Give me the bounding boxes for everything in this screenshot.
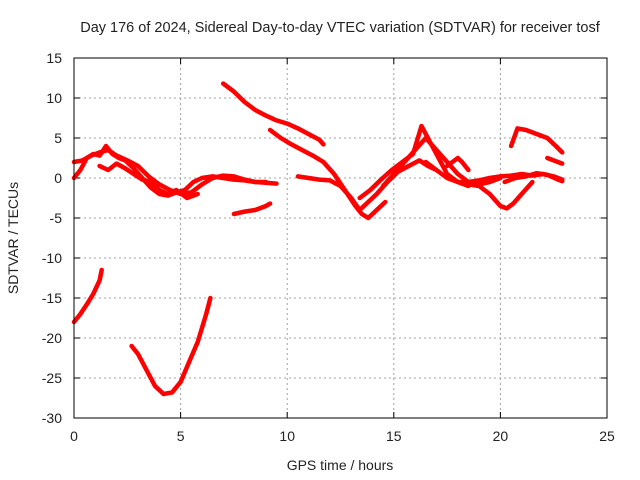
x-tick-label: 5 [177,428,185,444]
plot-frame [73,57,608,419]
y-tick-label: -30 [42,410,62,426]
plot-area [71,81,565,397]
series-arc-10 [423,159,535,211]
series-arc-15 [545,155,565,166]
series-arc-5 [220,81,326,147]
x-tick-label: 10 [279,428,295,444]
series-arc-2 [71,147,269,197]
series-arc-7 [295,158,439,213]
series-arc-17 [129,295,213,397]
y-tick-label: 15 [46,50,62,66]
series-arc-3 [97,161,200,201]
series-arc-6 [267,127,388,221]
y-tick-label: 0 [54,170,62,186]
grid [74,58,607,418]
y-tick-label: -5 [50,210,63,226]
series-arc-1 [71,143,279,198]
x-tick-label: 15 [386,428,402,444]
series-arc-12 [502,170,565,185]
series-arc-9 [380,135,503,189]
y-tick-label: 5 [54,130,62,146]
series-arc-4 [231,201,273,217]
x-tick-label: 0 [70,428,78,444]
series-arc-16 [71,267,104,325]
series-arc-14 [508,126,565,155]
y-tick-label: 10 [46,90,62,106]
chart-title: Day 176 of 2024, Sidereal Day-to-day VTE… [80,20,600,36]
series-arc-8 [357,123,471,201]
y-tick-label: -20 [42,330,62,346]
x-axis-label: GPS time / hours [287,457,394,473]
y-tick-label: -25 [42,370,62,386]
series-arc-13 [444,155,471,173]
y-tick-label: -10 [42,250,62,266]
x-tick-label: 20 [493,428,509,444]
y-tick-label: -15 [42,290,62,306]
x-tick-label: 25 [599,428,615,444]
y-axis-label: SDTVAR / TECUs [5,182,21,294]
